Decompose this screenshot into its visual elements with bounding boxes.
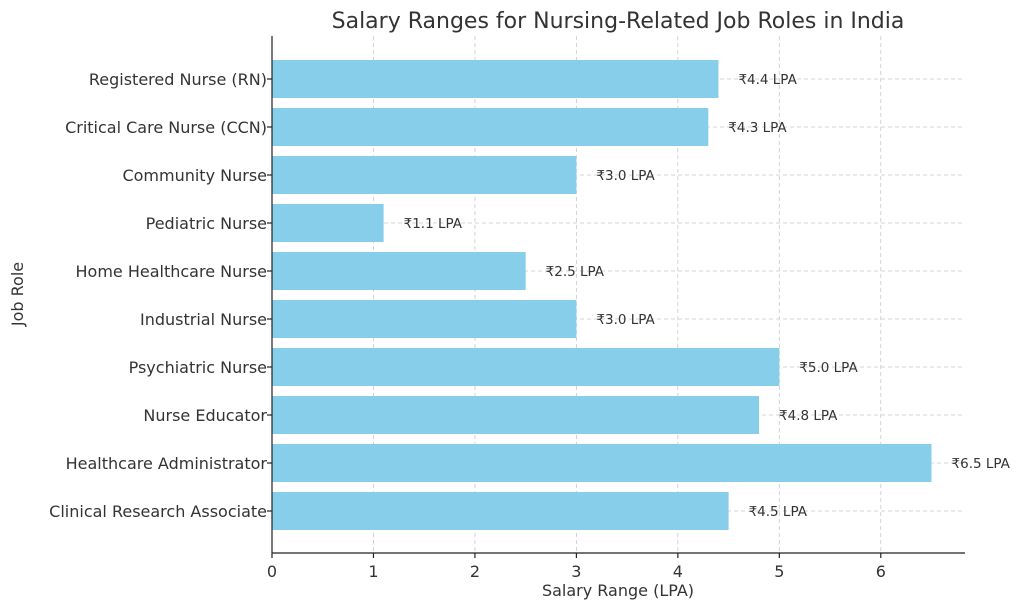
x-tick-label: 6 xyxy=(876,562,886,581)
data-label: ₹6.5 LPA xyxy=(952,456,1011,472)
bars xyxy=(272,60,932,530)
data-label: ₹5.0 LPA xyxy=(799,360,858,376)
data-label: ₹4.5 LPA xyxy=(749,504,808,520)
x-tick-label: 5 xyxy=(774,562,784,581)
chart-title: Salary Ranges for Nursing-Related Job Ro… xyxy=(332,9,905,34)
bar xyxy=(272,444,932,482)
category-label: Community Nurse xyxy=(122,166,267,185)
x-tick-label: 0 xyxy=(267,562,277,581)
category-label: Industrial Nurse xyxy=(140,310,267,329)
x-axis-label: Salary Range (LPA) xyxy=(542,581,694,600)
data-label: ₹4.4 LPA xyxy=(738,72,797,88)
bar xyxy=(272,348,780,386)
category-label: Healthcare Administrator xyxy=(66,454,268,473)
bar xyxy=(272,204,384,242)
x-tick-label: 1 xyxy=(368,562,378,581)
x-tick-label: 3 xyxy=(571,562,581,581)
data-label: ₹3.0 LPA xyxy=(596,168,655,184)
y-axis-label: Job Role xyxy=(8,262,27,327)
data-label: ₹1.1 LPA xyxy=(404,216,463,232)
x-tick-label: 4 xyxy=(673,562,683,581)
data-label: ₹4.8 LPA xyxy=(779,408,838,424)
x-tick-label: 2 xyxy=(470,562,480,581)
bar xyxy=(272,396,760,434)
category-label: Registered Nurse (RN) xyxy=(89,70,267,89)
bar xyxy=(272,492,729,530)
bar xyxy=(272,300,577,338)
data-label: ₹3.0 LPA xyxy=(596,312,655,328)
category-label: Critical Care Nurse (CCN) xyxy=(65,118,267,137)
x-tick-labels: 0 1 2 3 4 5 6 xyxy=(267,553,886,581)
bar xyxy=(272,60,719,98)
bar xyxy=(272,108,709,146)
data-labels: ₹4.4 LPA ₹4.3 LPA ₹3.0 LPA ₹1.1 LPA ₹2.5 LPA… xyxy=(404,72,1011,520)
category-label: Psychiatric Nurse xyxy=(129,358,267,377)
category-label: Clinical Research Associate xyxy=(49,502,267,521)
category-label: Pediatric Nurse xyxy=(146,214,267,233)
y-tick-labels: Registered Nurse (RN) Critical Care Nurse… xyxy=(49,70,272,521)
data-label: ₹4.3 LPA xyxy=(728,120,787,136)
bar xyxy=(272,252,526,290)
category-label: Nurse Educator xyxy=(143,406,267,425)
category-label: Home Healthcare Nurse xyxy=(76,262,268,281)
bar xyxy=(272,156,577,194)
data-label: ₹2.5 LPA xyxy=(546,264,605,280)
